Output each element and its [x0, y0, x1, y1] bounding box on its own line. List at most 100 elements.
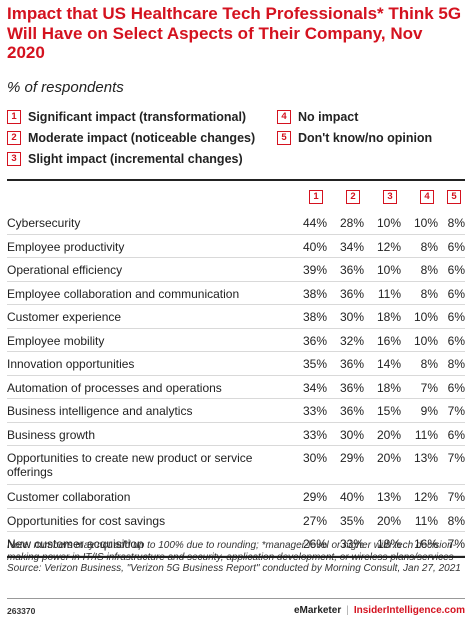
cell-value: 36%	[302, 333, 327, 348]
cell-value: 40%	[339, 490, 364, 504]
cell-value: 20%	[376, 513, 401, 528]
cell-value: 35%	[339, 513, 364, 528]
cell-value: 8%	[420, 357, 438, 371]
cell-value: 14%	[376, 357, 401, 371]
row-label: Automation of processes and operations	[7, 380, 222, 395]
cell-value: 7%	[447, 490, 465, 504]
cell-value: 36%	[339, 286, 364, 301]
cell-value: 8%	[447, 357, 465, 371]
table-row: Automation of processes and operations 34…	[7, 376, 465, 399]
table-row: Cybersecurity 44% 28% 10% 10% 8%	[7, 211, 465, 235]
brand-insider-intelligence: InsiderIntelligence.com	[353, 605, 465, 616]
cell-value: 36%	[339, 380, 364, 395]
cell-value: 27%	[302, 513, 327, 528]
legend-item-5: 5 Don't know/no opinion	[277, 131, 432, 145]
legend-number-box: 4	[277, 110, 291, 124]
cell-value: 38%	[302, 286, 327, 301]
cell-value: 16%	[376, 333, 401, 348]
cell-value: 44%	[302, 216, 327, 230]
legend-number-box: 3	[7, 152, 21, 166]
footer-brand: eMarketer | InsiderIntelligence.com	[294, 605, 465, 616]
row-label: New customer acquisition	[7, 537, 144, 551]
column-header-5: 5	[447, 190, 461, 204]
table-top-rule	[7, 179, 465, 181]
legend-number-box: 2	[7, 131, 21, 145]
row-label: Opportunities to create new product or s…	[7, 451, 253, 479]
row-label: Customer experience	[7, 310, 122, 324]
chart-title: Impact that US Healthcare Tech Professio…	[7, 4, 462, 62]
chart-id: 263370	[7, 606, 36, 616]
note-text: Note: numbers may not add up to 100% due…	[7, 540, 456, 563]
cell-value: 30%	[339, 310, 364, 324]
cell-value: 7%	[447, 404, 465, 418]
legend-item-4: 4 No impact	[277, 110, 358, 124]
table-row: Business intelligence and analytics 33% 36…	[7, 399, 465, 423]
cell-value: 10%	[413, 310, 438, 324]
row-label: Innovation opportunities	[7, 357, 135, 371]
brand-emarketer: eMarketer	[293, 605, 342, 616]
cell-value: 32%	[339, 333, 364, 348]
cell-value: 38%	[302, 310, 327, 324]
legend-number-box: 1	[7, 110, 21, 124]
cell-value: 18%	[376, 310, 401, 324]
cell-value: 15%	[376, 404, 401, 418]
cell-value: 6%	[447, 263, 465, 277]
cell-value: 8%	[420, 286, 438, 301]
row-label: Cybersecurity	[7, 216, 81, 230]
legend-item-1: 1 Significant impact (transformational)	[7, 110, 246, 124]
footer-rule	[7, 598, 465, 599]
cell-value: 6%	[447, 380, 465, 395]
cell-value: 29%	[339, 451, 364, 465]
column-header-1: 1	[309, 190, 323, 204]
cell-value: 18%	[376, 380, 401, 395]
cell-value: 10%	[376, 263, 401, 277]
cell-value: 26%	[302, 537, 327, 551]
source-text: Source: Verizon Business, "Verizon 5G Bu…	[7, 563, 461, 575]
table-row: Employee collaboration and communication…	[7, 282, 465, 305]
cell-value: 34%	[302, 380, 327, 395]
row-label: Employee productivity	[7, 239, 125, 254]
cell-value: 20%	[376, 427, 401, 442]
cell-value: 8%	[447, 216, 465, 230]
cell-value: 6%	[447, 427, 465, 442]
cell-value: 16%	[413, 537, 438, 551]
cell-value: 29%	[302, 490, 327, 504]
cell-value: 13%	[413, 451, 438, 465]
brand-separator: |	[346, 605, 349, 616]
table-row: Business growth 33% 30% 20% 11% 6%	[7, 423, 465, 446]
cell-value: 10%	[413, 216, 438, 230]
cell-value: 7%	[447, 537, 465, 551]
cell-value: 8%	[447, 513, 465, 528]
column-header-2: 2	[346, 190, 360, 204]
table-row: Operational efficiency 39% 36% 10% 8% 6%	[7, 258, 465, 282]
cell-value: 36%	[339, 404, 364, 418]
legend-number-box: 5	[277, 131, 291, 145]
legend-item-2: 2 Moderate impact (noticeable changes)	[7, 131, 255, 145]
cell-value: 40%	[302, 239, 327, 254]
cell-value: 10%	[413, 333, 438, 348]
cell-value: 28%	[339, 216, 364, 230]
row-label: Business growth	[7, 427, 96, 442]
cell-value: 13%	[376, 490, 401, 504]
cell-value: 36%	[339, 263, 364, 277]
row-label: Employee mobility	[7, 333, 105, 348]
cell-value: 12%	[413, 490, 438, 504]
chart-subtitle: % of respondents	[7, 79, 124, 96]
cell-value: 11%	[377, 286, 401, 301]
cell-value: 30%	[339, 427, 364, 442]
cell-value: 7%	[420, 380, 438, 395]
row-label: Business intelligence and analytics	[7, 404, 193, 418]
table-row: Customer experience 38% 30% 18% 10% 6%	[7, 305, 465, 329]
cell-value: 20%	[376, 451, 401, 465]
cell-value: 18%	[376, 537, 401, 551]
cell-value: 39%	[302, 263, 327, 277]
column-header-4: 4	[420, 190, 434, 204]
cell-value: 36%	[339, 357, 364, 371]
cell-value: 8%	[420, 263, 438, 277]
row-label: Customer collaboration	[7, 490, 131, 504]
table-row: Opportunities for cost savings 27% 35% 20% 1…	[7, 509, 465, 532]
cell-value: 7%	[447, 451, 465, 465]
cell-value: 33%	[302, 404, 327, 418]
